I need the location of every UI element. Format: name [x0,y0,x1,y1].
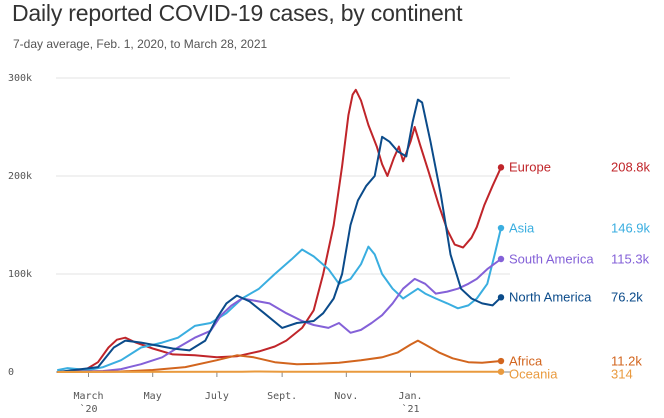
series-line-south-america [57,258,502,373]
series-end-dot-south-america [497,255,505,263]
x-tick-label: Jan. [398,391,422,402]
series-value-label: 314 [611,367,633,382]
x-tick-year-label: `20 [79,403,97,415]
y-tick-label: 200k [8,171,32,182]
series-lines [57,88,505,375]
series-line-oceania [57,370,502,373]
series-end-dot-asia [497,224,505,232]
series-name-label: Africa [509,354,543,369]
series-line-asia [57,227,502,371]
series-value-label: 208.8k [611,160,651,175]
x-tick-label: Sept. [267,391,297,402]
series-end-dot-africa [497,357,505,365]
series-name-label: Europe [509,160,551,175]
y-tick-label: 0 [8,367,14,378]
series-line-north-america [57,98,502,373]
series-name-label: Oceania [509,367,558,382]
x-axis: March`20 May July Sept. Nov. Jan.`21 [73,372,423,415]
series-name-label: North America [509,290,592,305]
series-value-label: 115.3k [611,252,650,267]
chart-subtitle: 7-day average, Feb. 1, 2020, to March 28… [13,37,268,51]
series-end-dot-north-america [497,294,505,301]
y-tick-label: 100k [8,269,32,280]
series-line-europe [57,88,502,373]
x-tick-label: July [205,391,229,402]
x-tick-label: Nov. [334,391,358,402]
x-tick-year-label: `21 [401,403,419,415]
x-tick-label: May [144,391,162,402]
series-end-labels: Europe 208.8k Asia 146.9k South America 115.3… [509,160,651,382]
x-tick-label: March [73,391,103,402]
series-value-label: 146.9k [611,221,651,236]
series-end-dot-europe [497,164,505,171]
series-name-label: Asia [509,221,535,236]
series-line-africa [57,339,502,373]
series-value-label: 76.2k [611,290,643,305]
y-axis: 0 100k 200k 300k [8,73,32,378]
series-end-dot-oceania [497,368,505,375]
series-value-label: 11.2k [611,354,642,369]
series-name-label: South America [509,252,594,267]
y-tick-label: 300k [8,73,32,84]
chart-title: Daily reported COVID-19 cases, by contin… [12,0,463,26]
